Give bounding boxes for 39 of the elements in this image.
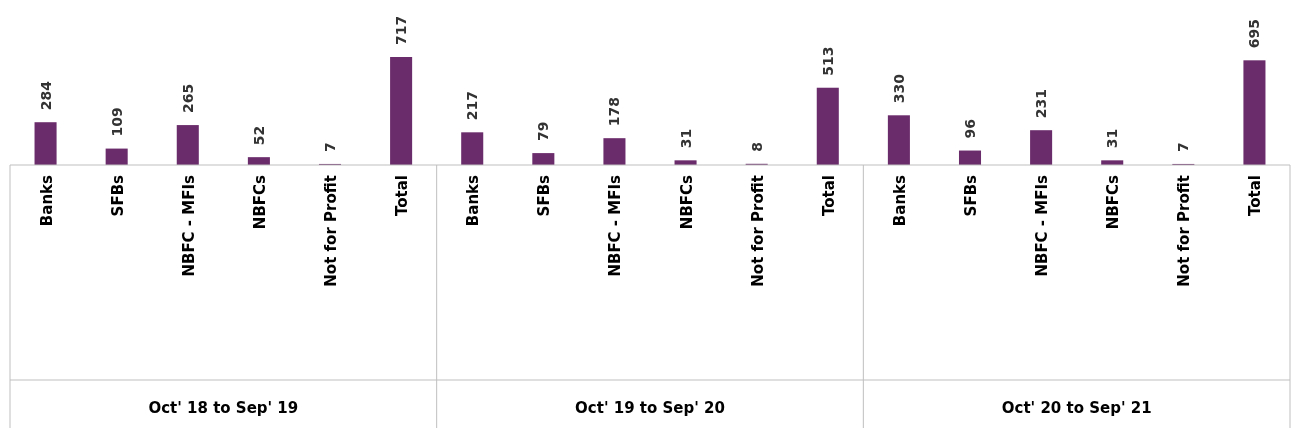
data-label: 695 — [1246, 19, 1263, 49]
text: Oct' 20 to Sep' 21 — [1001, 399, 1152, 417]
data-label: 284 — [37, 80, 54, 111]
data-label: 7 — [1175, 142, 1192, 152]
data-label: 96 — [962, 119, 978, 139]
data-label: 265 — [179, 83, 196, 114]
data-label: 8 — [748, 142, 765, 152]
data-label: 717 — [393, 15, 410, 45]
text: Oct' 19 to Sep' 20 — [575, 399, 725, 417]
x-tick-label: NBFCs — [677, 174, 696, 230]
x-tick-label: Not for Profit — [1175, 175, 1194, 287]
x-tick-label: Banks — [37, 174, 56, 227]
data-label: 231 — [1033, 88, 1050, 119]
x-tick-label: NBFCs — [250, 174, 269, 230]
x-tick-label: Total — [393, 175, 412, 216]
data-label: 217 — [464, 91, 481, 121]
data-label: 31 — [1104, 128, 1121, 149]
x-tick-label: Total — [1246, 175, 1265, 216]
x-tick-label: Not for Profit — [748, 175, 767, 287]
x-tick-label: NBFC - MFIs — [1033, 174, 1052, 277]
x-tick-label: SFBs — [108, 174, 127, 217]
data-label: 513 — [819, 46, 836, 76]
data-label: 31 — [677, 128, 694, 149]
x-tick-label: NBFCs — [1104, 174, 1123, 230]
x-tick-label: SFBs — [962, 174, 980, 217]
x-tick-label: Banks — [890, 174, 909, 227]
data-label: 7 — [322, 142, 338, 152]
x-tick-label: Not for Profit — [322, 175, 340, 287]
x-tick-label: Total — [819, 175, 838, 216]
x-tick-label: NBFC - MFIs — [606, 174, 625, 277]
data-label: 178 — [606, 96, 623, 127]
data-label: 79 — [535, 121, 552, 142]
data-label: 52 — [250, 125, 267, 146]
data-label: 109 — [108, 107, 125, 137]
text: Oct' 18 to Sep' 19 — [148, 399, 299, 417]
x-tick-label: Banks — [464, 174, 483, 227]
data-label: 330 — [890, 73, 907, 104]
x-tick-label: NBFC - MFIs — [179, 174, 198, 277]
x-tick-label: SFBs — [535, 174, 554, 217]
